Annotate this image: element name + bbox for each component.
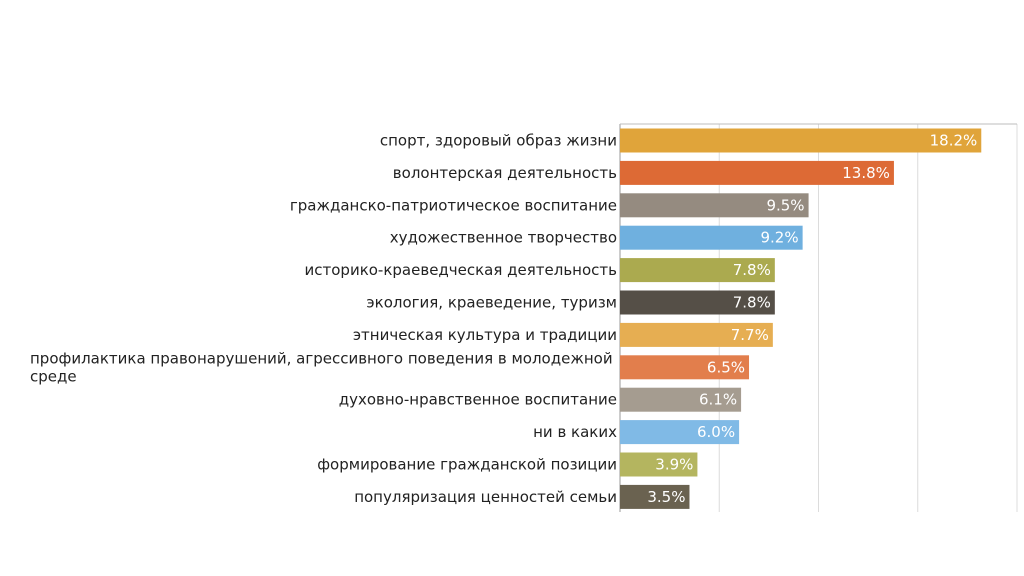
category-label: этническая культура и традиции: [353, 326, 617, 344]
grid-lines: [619, 123, 1018, 512]
value-label: 3.9%: [655, 456, 693, 474]
bar: [620, 355, 750, 380]
category-label: историко-краеведческая деятельность: [305, 261, 617, 279]
bar: [620, 387, 742, 412]
category-label: ни в каких: [533, 423, 617, 441]
category-label: экология, краеведение, туризм: [366, 294, 617, 312]
bar: [620, 160, 894, 185]
category-label: формирование гражданской позиции: [317, 456, 617, 474]
bar: [620, 225, 803, 250]
bar: [620, 322, 773, 347]
value-label: 7.7%: [731, 326, 769, 344]
value-label: 3.5%: [647, 488, 685, 506]
bar: [620, 420, 740, 445]
value-label: 6.5%: [707, 358, 745, 376]
bar: [620, 452, 698, 477]
value-label: 13.8%: [842, 164, 890, 182]
category-label: художественное творчество: [390, 229, 617, 247]
value-label: 9.5%: [766, 196, 804, 214]
value-label: 6.0%: [697, 423, 735, 441]
category-labels: спорт, здоровый образ жизни волонтерская …: [30, 132, 617, 506]
bars: [620, 128, 982, 509]
bar: [620, 290, 775, 315]
value-label: 7.8%: [733, 261, 771, 279]
category-label: спорт, здоровый образ жизни: [380, 132, 617, 150]
bar: [620, 258, 775, 283]
bar: [620, 193, 809, 218]
bar: [620, 128, 982, 153]
value-label: 18.2%: [930, 132, 978, 150]
value-label: 6.1%: [699, 391, 737, 409]
category-label: волонтерская деятельность: [393, 164, 617, 182]
category-label: гражданско-патриотическое воспитание: [290, 196, 617, 214]
category-label: популяризация ценностей семьи: [354, 488, 617, 506]
bar: [620, 484, 690, 509]
value-label: 7.8%: [733, 294, 771, 312]
value-label: 9.2%: [761, 229, 799, 247]
category-label: профилактика правонарушений, агрессивног…: [30, 349, 613, 385]
value-labels: 18.2% 13.8% 9.5% 9.2% 7.8% 7.8% 7.7% 6.5% 6.1% 6.…: [647, 132, 977, 506]
category-label: духовно-нравственное воспитание: [339, 391, 617, 409]
